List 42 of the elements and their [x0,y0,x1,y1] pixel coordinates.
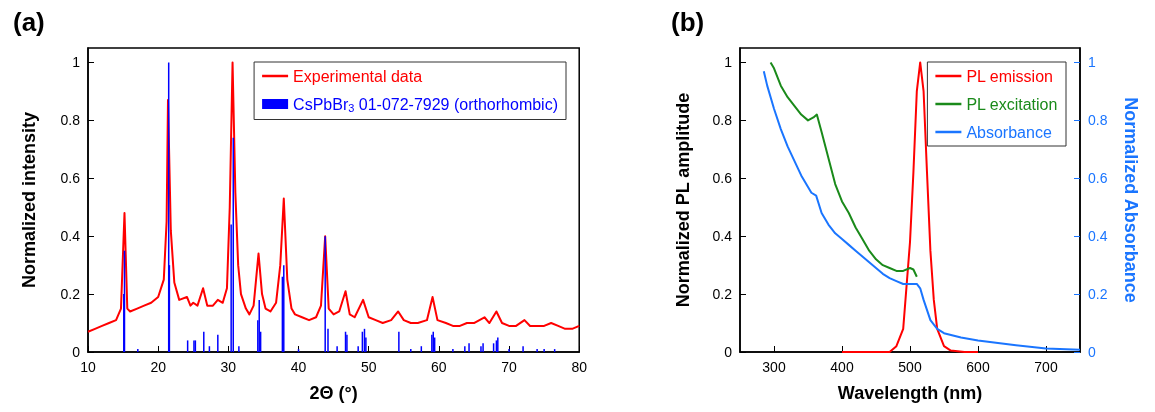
x-tick-label: 30 [220,359,237,375]
y-axis-title: Normalized PL amplitude [673,92,693,308]
x-axis-title: Wavelength (nm) [837,383,983,403]
x-tick-label: 400 [830,359,854,375]
y-tick-label: 1 [724,54,733,71]
x-tick-label: 600 [966,359,990,375]
x-tick-label: 10 [80,359,96,375]
chart-title: (b) [671,7,705,37]
y-tick-label: 0.6 [712,170,733,187]
y2-axis-title: Normalized Absorbance [1121,97,1141,303]
x-tick-label: 500 [898,359,922,375]
y-tick-label: 1 [72,54,81,71]
y2-tick-label: 1 [1088,54,1096,71]
x-axis-title: 2Θ (°) [309,383,358,403]
y2-tick-label: 0.2 [1088,286,1108,303]
y-tick-label: 0.4 [60,228,81,245]
legend-label: Absorbance [966,123,1052,141]
y-tick-label: 0.6 [60,170,81,187]
y2-tick-label: 0 [1088,344,1096,360]
x-tick-label: 40 [290,359,307,375]
y-tick-label: 0.8 [60,112,81,129]
x-tick-label: 50 [360,359,377,375]
y-axis-title: Normalized intensity [19,111,39,289]
y2-tick-label: 0.8 [1088,112,1108,129]
x-tick-label: 60 [431,359,447,375]
y2-tick-label: 0.4 [1088,228,1108,245]
legend-label: PL emission [966,67,1053,85]
chart-title: (a) [13,7,45,37]
y-tick-label: 0.2 [60,286,81,303]
y-tick-label: 0.8 [712,112,733,129]
x-tick-label: 70 [501,359,518,375]
x-tick-label: 700 [1034,359,1058,375]
y-tick-label: 0.4 [712,228,733,245]
y2-tick-label: 0.6 [1088,170,1108,187]
x-tick-label: 80 [571,359,588,375]
x-tick-label: 300 [762,359,786,375]
y-tick-label: 0.2 [712,286,733,303]
x-tick-label: 20 [150,359,167,375]
legend-label: Experimental data [293,67,423,85]
legend-label: PL excitation [966,95,1058,113]
y-tick-label: 0 [724,344,733,360]
y-tick-label: 0 [72,344,81,360]
